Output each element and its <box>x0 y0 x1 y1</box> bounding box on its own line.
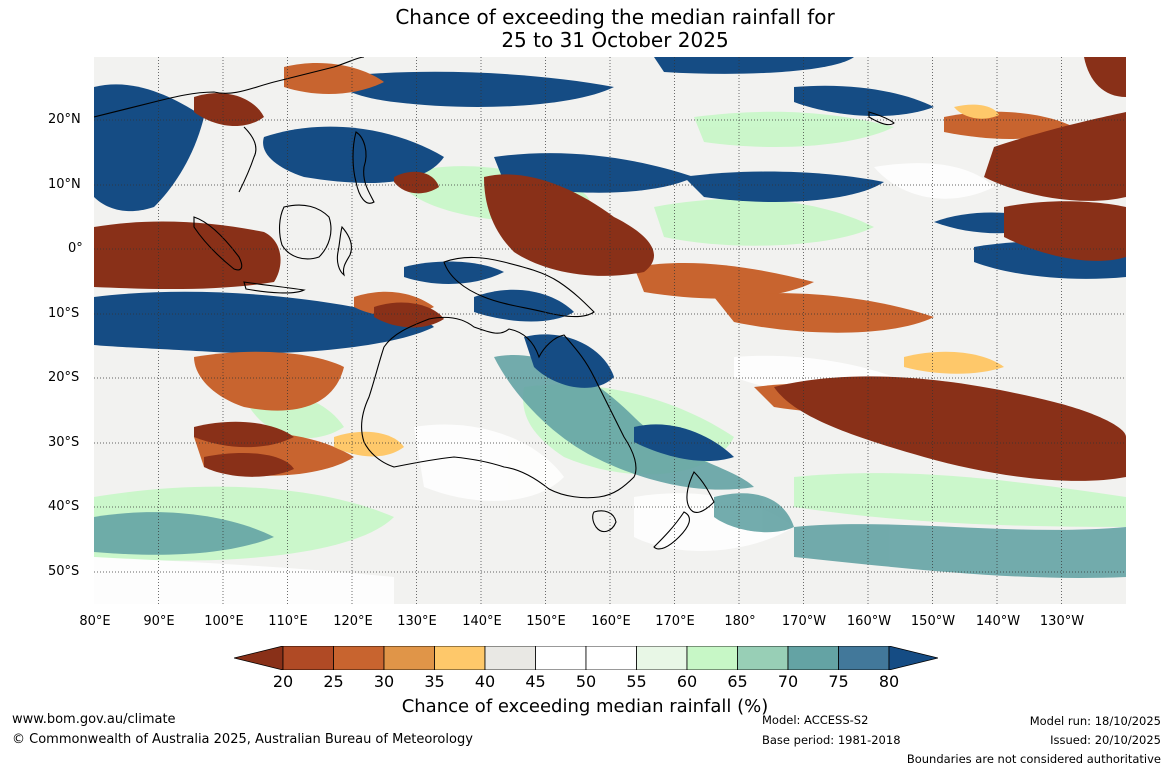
lon-label: 160°E <box>591 614 631 629</box>
colorbar-title: Chance of exceeding median rainfall (%) <box>401 696 769 717</box>
sumatra-outline <box>193 216 243 271</box>
lat-label-20s: 20°S <box>48 370 80 385</box>
lon-label: 80°E <box>79 614 111 629</box>
lat-label-40s: 40°S <box>48 499 80 514</box>
base-period-text: Base period: 1981-2018 <box>762 733 901 747</box>
colorbar-tick: 50 <box>575 672 597 691</box>
issued-text: Issued: 20/10/2025 <box>1050 733 1161 747</box>
colorbar-extend-high <box>888 646 938 670</box>
lon-label: 100°E <box>204 614 244 629</box>
lon-label: 150°E <box>526 614 566 629</box>
model-run-text: Model run: 18/10/2025 <box>1029 714 1161 728</box>
colorbar-tick: 40 <box>474 672 496 691</box>
colorbar-tick: 30 <box>373 672 395 691</box>
colorbar-bin <box>686 646 738 670</box>
website-link[interactable]: www.bom.gov.au/climate <box>12 712 176 727</box>
lon-label: 140°W <box>975 614 1021 629</box>
colorbar-tick: 60 <box>676 672 698 691</box>
asia-coast <box>94 57 365 193</box>
colorbar-bin <box>636 646 688 670</box>
colorbar-bin <box>737 646 789 670</box>
lon-label: 140°E <box>462 614 502 629</box>
lat-label-30s: 30°S <box>48 435 80 450</box>
colorbar-bin <box>787 646 839 670</box>
new-zealand-north-outline <box>686 471 715 513</box>
rainfall-map <box>94 57 1126 604</box>
lon-label: 170°E <box>655 614 695 629</box>
lat-label-10n: 10°N <box>48 177 81 192</box>
java-outline <box>243 281 306 294</box>
disclaimer-text: Boundaries are not considered authoritat… <box>906 752 1161 766</box>
copyright-text: © Commonwealth of Australia 2025, Austra… <box>12 732 473 747</box>
yellow-regions <box>334 104 1004 457</box>
sulawesi-outline <box>336 225 352 277</box>
chart-title-line2: 25 to 31 October 2025 <box>501 28 729 52</box>
lat-label-20n: 20°N <box>48 112 81 127</box>
lon-label: 90°E <box>143 614 175 629</box>
lon-label: 150°W <box>910 614 956 629</box>
chart-title-line1: Chance of exceeding the median rainfall … <box>395 5 835 29</box>
dark-brown-regions <box>94 57 1126 481</box>
lat-label-0: 0° <box>68 241 83 256</box>
lon-label: 120°E <box>333 614 373 629</box>
colorbar-bin <box>282 646 334 670</box>
model-text: Model: ACCESS-S2 <box>762 713 869 727</box>
lon-label: 160°W <box>846 614 892 629</box>
rainfall-map-svg <box>94 57 1126 604</box>
graticule <box>94 57 1126 604</box>
tasmania-outline <box>592 510 617 533</box>
colorbar-tick: 65 <box>727 672 748 691</box>
colorbar-bin <box>484 646 536 670</box>
colorbar-bin <box>838 646 890 670</box>
new-zealand-south-outline <box>653 511 690 550</box>
new-guinea-outline <box>443 256 595 318</box>
lon-label: 130°W <box>1039 614 1085 629</box>
lat-label-50s: 50°S <box>48 564 80 579</box>
colorbar <box>234 646 938 670</box>
colorbar-tick: 35 <box>424 672 445 691</box>
lon-label: 130°E <box>397 614 437 629</box>
lon-label: 170°W <box>781 614 827 629</box>
philippines-outline <box>352 131 375 204</box>
colorbar-tick: 75 <box>828 672 849 691</box>
colorbar-tick: 55 <box>626 672 647 691</box>
lon-label: 180° <box>724 614 756 629</box>
colorbar-bin <box>333 646 385 670</box>
colorbar-tick: 25 <box>323 672 344 691</box>
colorbar-bin <box>383 646 435 670</box>
colorbar-bin <box>434 646 486 670</box>
colorbar-bin <box>535 646 587 670</box>
borneo-outline <box>279 204 332 260</box>
colorbar-tick: 20 <box>272 672 294 691</box>
lon-label: 110°E <box>268 614 308 629</box>
colorbar-tick: 80 <box>878 672 900 691</box>
colorbar-tick: 70 <box>777 672 799 691</box>
colorbar-extend-low <box>234 646 284 670</box>
colorbar-bin <box>585 646 637 670</box>
coastlines <box>94 57 895 550</box>
teal-regions <box>94 355 1126 578</box>
lat-label-10s: 10°S <box>48 306 80 321</box>
australia-outline <box>360 316 637 499</box>
colorbar-tick: 45 <box>525 672 546 691</box>
